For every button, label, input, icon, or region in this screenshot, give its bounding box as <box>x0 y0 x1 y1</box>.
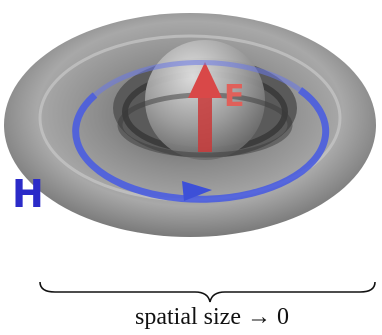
diagram: E H spatial size → 0 <box>0 0 382 335</box>
brace <box>40 282 375 302</box>
e-label: E <box>224 79 245 114</box>
device <box>4 13 376 237</box>
caption: spatial size → 0 <box>135 304 289 330</box>
arrow-shaft <box>198 92 212 152</box>
h-label: H <box>12 172 44 216</box>
